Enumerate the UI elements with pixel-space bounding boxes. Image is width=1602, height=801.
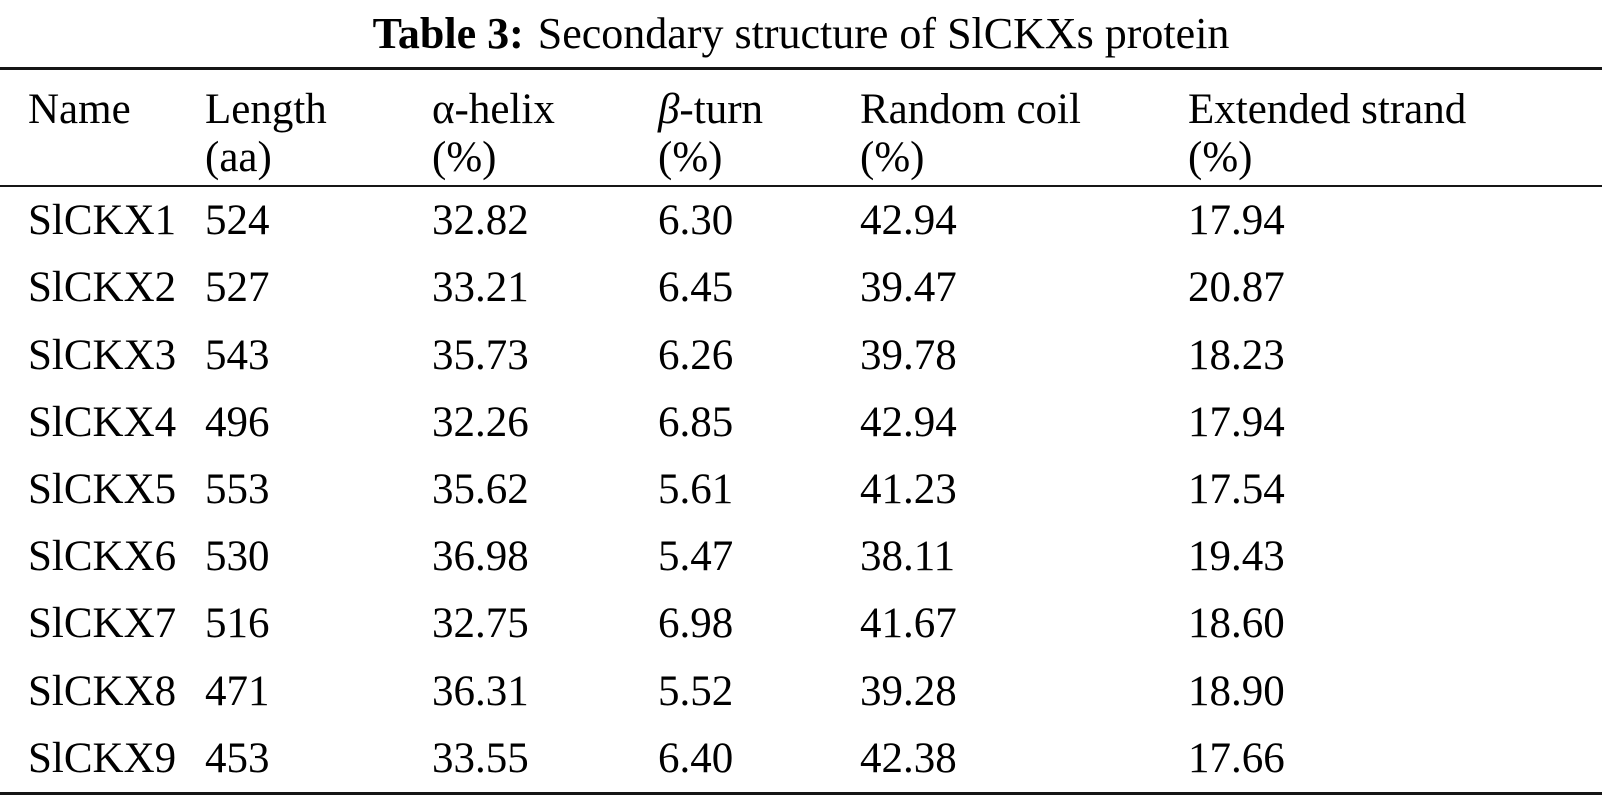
cell-random-coil-pct: 39.28 <box>860 667 957 715</box>
table-caption: Table 3: Secondary structure of SlCKXs pr… <box>0 0 1602 67</box>
column-header-name-line2 <box>28 134 205 182</box>
column-header-extended-strand-line2: (%) <box>1188 134 1253 181</box>
column-header-beta-turn-line1: β-turn <box>658 86 860 134</box>
table-row: SlCKX4 496 32.26 6.85 42.94 17.94 <box>0 389 1602 456</box>
cell-beta-turn-pct: 6.85 <box>658 398 734 446</box>
cell-length-aa: 543 <box>205 331 270 379</box>
table-row: SlCKX2 527 33.21 6.45 39.47 20.87 <box>0 254 1602 321</box>
column-header-extended-strand-line1: Extended strand <box>1188 86 1467 133</box>
cell-alpha-helix-pct: 36.98 <box>432 533 529 581</box>
cell-extended-strand-pct: 17.54 <box>1188 465 1285 513</box>
cell-alpha-helix-pct: 36.31 <box>432 667 529 715</box>
cell-extended-strand-pct: 18.23 <box>1188 331 1285 379</box>
table-caption-text: Secondary structure of SlCKXs protein <box>537 9 1230 58</box>
cell-random-coil-pct: 42.94 <box>860 398 957 446</box>
table-row: SlCKX5 553 35.62 5.61 41.23 17.54 <box>0 456 1602 523</box>
table-row: SlCKX7 516 32.75 6.98 41.67 18.60 <box>0 590 1602 657</box>
table-bottom-rule <box>0 792 1602 795</box>
cell-random-coil-pct: 38.11 <box>860 533 956 581</box>
cell-random-coil-pct: 39.78 <box>860 331 957 379</box>
table-row: SlCKX3 543 35.73 6.26 39.78 18.23 <box>0 321 1602 388</box>
column-header-random-coil: Random coil (%) <box>860 70 1188 185</box>
cell-beta-turn-pct: 6.26 <box>658 331 734 379</box>
column-header-length-line1: Length <box>205 86 327 133</box>
cell-extended-strand-pct: 17.66 <box>1188 734 1285 782</box>
column-header-alpha-helix-line1: α-helix <box>432 86 658 134</box>
column-header-beta-turn-rest: -turn <box>679 86 764 133</box>
cell-alpha-helix-pct: 32.26 <box>432 398 529 446</box>
table-header-row: Name Length (aa) α-helix (%) β-turn (%) … <box>0 70 1602 185</box>
cell-alpha-helix-pct: 33.55 <box>432 734 529 782</box>
column-header-alpha-helix: α-helix (%) <box>432 70 658 185</box>
column-header-alpha-helix-rest: -helix <box>454 86 555 133</box>
cell-name: SlCKX6 <box>28 533 177 581</box>
cell-extended-strand-pct: 18.90 <box>1188 667 1285 715</box>
column-header-beta-turn-line2: (%) <box>658 134 723 181</box>
header-separator-rule <box>0 185 1602 187</box>
table-row: SlCKX6 530 36.98 5.47 38.11 19.43 <box>0 523 1602 590</box>
cell-length-aa: 530 <box>205 533 270 581</box>
cell-random-coil-pct: 41.67 <box>860 600 957 648</box>
column-header-length: Length (aa) <box>205 70 432 185</box>
cell-alpha-helix-pct: 33.21 <box>432 264 529 312</box>
column-header-alpha-helix-line2: (%) <box>432 134 497 181</box>
cell-extended-strand-pct: 19.43 <box>1188 533 1285 581</box>
cell-beta-turn-pct: 5.47 <box>658 533 734 581</box>
cell-beta-turn-pct: 6.30 <box>658 197 734 245</box>
cell-length-aa: 453 <box>205 734 270 782</box>
cell-length-aa: 553 <box>205 465 270 513</box>
cell-length-aa: 527 <box>205 264 270 312</box>
cell-name: SlCKX9 <box>28 734 177 782</box>
column-header-beta-turn: β-turn (%) <box>658 70 860 185</box>
column-header-random-coil-line1: Random coil <box>860 86 1081 133</box>
beta-symbol: β <box>658 86 680 133</box>
column-header-random-coil-line2: (%) <box>860 134 925 181</box>
table-row: SlCKX9 453 33.55 6.40 42.38 17.66 <box>0 725 1602 792</box>
cell-extended-strand-pct: 20.87 <box>1188 264 1285 312</box>
cell-alpha-helix-pct: 32.75 <box>432 600 529 648</box>
cell-beta-turn-pct: 6.98 <box>658 600 734 648</box>
cell-random-coil-pct: 41.23 <box>860 465 957 513</box>
cell-alpha-helix-pct: 32.82 <box>432 197 529 245</box>
cell-length-aa: 471 <box>205 667 270 715</box>
cell-extended-strand-pct: 17.94 <box>1188 398 1285 446</box>
cell-name: SlCKX4 <box>28 398 177 446</box>
cell-name: SlCKX8 <box>28 667 177 715</box>
cell-name: SlCKX5 <box>28 465 177 513</box>
table-caption-label: Table 3: <box>372 9 524 58</box>
cell-beta-turn-pct: 6.45 <box>658 264 734 312</box>
cell-beta-turn-pct: 5.52 <box>658 667 734 715</box>
cell-random-coil-pct: 39.47 <box>860 264 957 312</box>
cell-length-aa: 524 <box>205 197 270 245</box>
column-header-length-line2: (aa) <box>205 134 272 181</box>
column-header-extended-strand: Extended strand (%) <box>1188 70 1602 185</box>
cell-name: SlCKX7 <box>28 600 177 648</box>
cell-random-coil-pct: 42.94 <box>860 197 957 245</box>
column-header-name-line1: Name <box>28 86 131 133</box>
cell-length-aa: 496 <box>205 398 270 446</box>
cell-name: SlCKX1 <box>28 197 177 245</box>
cell-extended-strand-pct: 17.94 <box>1188 197 1285 245</box>
cell-name: SlCKX2 <box>28 264 177 312</box>
column-header-name: Name <box>28 70 205 185</box>
cell-beta-turn-pct: 5.61 <box>658 465 734 513</box>
table-row: SlCKX1 524 32.82 6.30 42.94 17.94 <box>0 187 1602 254</box>
cell-beta-turn-pct: 6.40 <box>658 734 734 782</box>
cell-alpha-helix-pct: 35.62 <box>432 465 529 513</box>
table-row: SlCKX8 471 36.31 5.52 39.28 18.90 <box>0 658 1602 725</box>
table-body: SlCKX1 524 32.82 6.30 42.94 17.94 SlCKX2… <box>0 187 1602 792</box>
alpha-symbol: α <box>432 86 455 133</box>
cell-random-coil-pct: 42.38 <box>860 734 957 782</box>
cell-alpha-helix-pct: 35.73 <box>432 331 529 379</box>
cell-length-aa: 516 <box>205 600 270 648</box>
cell-extended-strand-pct: 18.60 <box>1188 600 1285 648</box>
cell-name: SlCKX3 <box>28 331 177 379</box>
table-top-rule <box>0 67 1602 70</box>
